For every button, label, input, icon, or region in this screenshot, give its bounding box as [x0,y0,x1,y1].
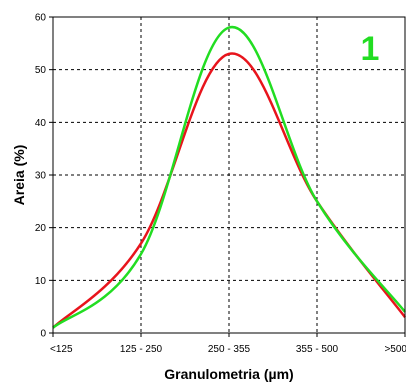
x-axis-ticks: <125 125 - 250 250 - 355 355 - 500 >500 [50,333,406,355]
y-tick-label: 50 [35,65,47,76]
x-tick-label: <125 [50,344,73,355]
x-axis-title: Granulometria (µm) [164,366,293,382]
series-line-1 [52,52,406,329]
y-axis-title: Areia (%) [11,145,27,206]
y-tick-label: 40 [35,118,47,129]
x-tick-label: 250 - 355 [208,344,251,355]
y-tick-label: 10 [35,276,47,287]
y-tick-label: 0 [40,329,46,340]
y-tick-label: 20 [35,223,47,234]
y-axis-ticks: 0 10 20 30 40 50 60 [35,13,53,340]
y-tick-label: 60 [35,13,47,24]
x-tick-label: 355 - 500 [296,344,339,355]
panel-label: 1 [361,30,380,68]
gridlines [53,17,405,333]
x-tick-label: 125 - 250 [120,344,163,355]
x-tick-label: >500 [384,344,406,355]
y-tick-label: 30 [35,171,47,182]
